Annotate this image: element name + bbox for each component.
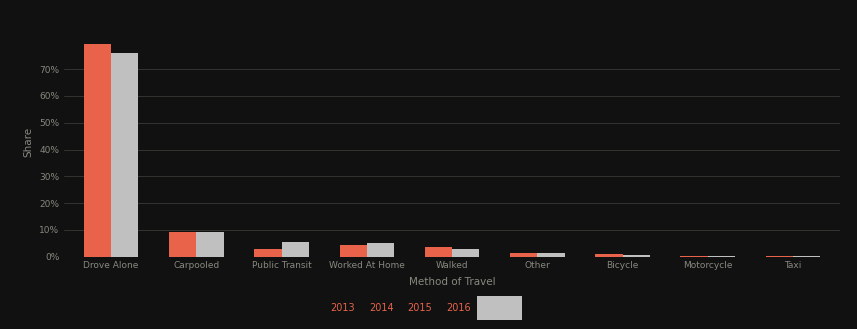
- Bar: [111, 53, 139, 257]
- Text: 2016: 2016: [446, 303, 470, 313]
- Bar: [196, 232, 224, 257]
- Text: 2014: 2014: [369, 303, 393, 313]
- Text: 2013: 2013: [331, 303, 355, 313]
- Bar: [169, 232, 196, 257]
- Bar: [680, 256, 708, 257]
- Bar: [708, 256, 735, 257]
- Bar: [537, 253, 565, 257]
- Bar: [425, 247, 452, 257]
- Bar: [510, 253, 537, 257]
- Bar: [84, 44, 111, 257]
- Bar: [596, 254, 622, 257]
- Bar: [452, 249, 479, 257]
- Bar: [282, 242, 309, 257]
- Bar: [367, 243, 394, 257]
- Bar: [255, 249, 282, 257]
- Bar: [622, 255, 650, 257]
- Y-axis label: Share: Share: [24, 126, 33, 157]
- Text: 2015: 2015: [408, 303, 432, 313]
- X-axis label: Method of Travel: Method of Travel: [409, 277, 495, 288]
- Bar: [339, 245, 367, 257]
